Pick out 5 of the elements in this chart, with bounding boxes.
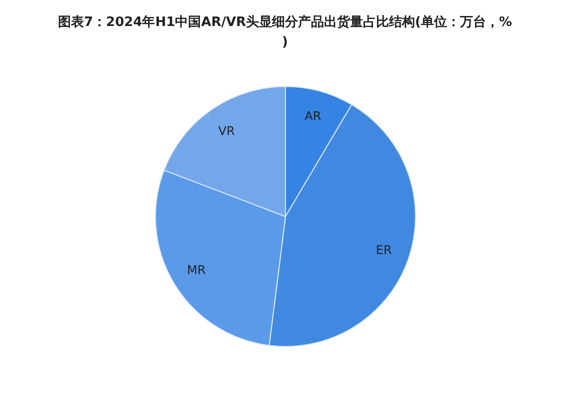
slice-label: AR — [304, 109, 322, 124]
slice-label: VR — [218, 124, 235, 138]
slice-label: ER — [376, 243, 392, 258]
slice-label: MR — [186, 263, 206, 277]
chart-title: 图表7：2024年H1中国AR/VR头显细分产品出货量占比结构(单位：万台，%) — [58, 14, 512, 50]
